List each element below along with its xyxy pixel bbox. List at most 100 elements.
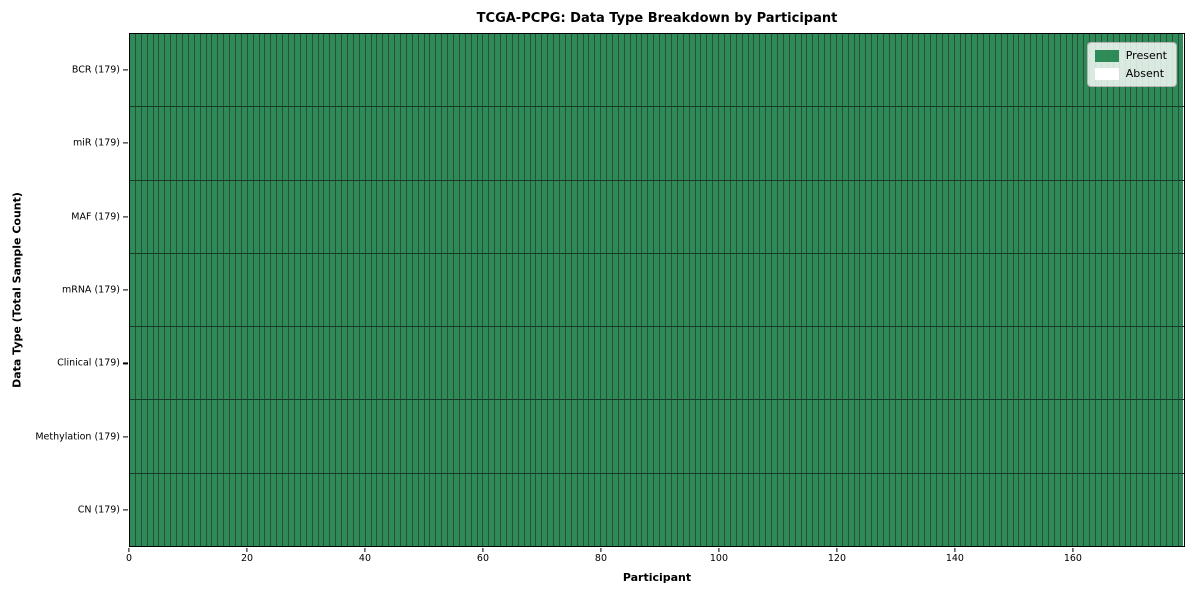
heatmap-cell <box>1149 400 1155 473</box>
heatmap-cell <box>371 473 378 546</box>
heatmap-cell <box>318 327 325 400</box>
y-tick-mark <box>123 289 128 291</box>
heatmap-cell <box>542 327 549 400</box>
heatmap-cell <box>760 34 767 107</box>
heatmap-cell <box>365 400 372 473</box>
heatmap-cell <box>483 253 490 327</box>
heatmap-cell <box>247 253 254 327</box>
heatmap-cell <box>153 253 160 327</box>
heatmap-cell <box>306 327 313 400</box>
heatmap-cell <box>954 473 961 546</box>
heatmap-cell <box>1107 253 1114 327</box>
heatmap-cell <box>141 473 148 546</box>
heatmap-cell <box>259 253 266 327</box>
heatmap-cell <box>324 107 331 180</box>
heatmap-cell <box>642 34 649 107</box>
heatmap-cell <box>141 327 148 400</box>
heatmap-cell <box>636 327 643 400</box>
heatmap-cell <box>913 400 920 473</box>
heatmap-cell <box>518 400 525 473</box>
heatmap-cell <box>1019 34 1026 107</box>
heatmap-cell <box>406 400 413 473</box>
heatmap-cell <box>713 327 720 400</box>
heatmap-cell <box>465 107 472 180</box>
heatmap-cell <box>153 34 160 107</box>
heatmap-cell <box>512 34 519 107</box>
heatmap-cell <box>418 400 425 473</box>
heatmap-cell <box>925 327 932 400</box>
heatmap-cell <box>654 473 661 546</box>
heatmap-cell <box>377 180 384 253</box>
heatmap-cell <box>736 180 743 253</box>
heatmap-cell <box>1149 253 1155 327</box>
heatmap-cell <box>695 400 702 473</box>
heatmap-cell <box>701 400 708 473</box>
heatmap-cell <box>754 400 761 473</box>
x-tick-mark <box>128 548 130 552</box>
heatmap-cell <box>807 180 814 253</box>
heatmap-cell <box>730 180 737 253</box>
heatmap-cell <box>565 473 572 546</box>
heatmap-cell <box>1101 473 1108 546</box>
heatmap-cell <box>212 473 219 546</box>
heatmap-cell <box>171 34 178 107</box>
heatmap-cell <box>259 107 266 180</box>
heatmap-cell <box>518 107 525 180</box>
heatmap-cell <box>872 327 879 400</box>
heatmap-cell <box>624 473 631 546</box>
heatmap-cell <box>212 327 219 400</box>
heatmap-cell <box>1037 34 1044 107</box>
heatmap-row-MAF <box>130 180 1184 254</box>
heatmap-cell <box>377 107 384 180</box>
heatmap-cell <box>1072 253 1079 327</box>
plot-area: Present Absent <box>129 33 1185 547</box>
heatmap-cell <box>654 400 661 473</box>
heatmap-cell <box>1160 107 1167 180</box>
heatmap-cell <box>948 180 955 253</box>
heatmap-cell <box>990 327 996 400</box>
heatmap-cell <box>990 400 996 473</box>
heatmap-cell <box>1072 107 1079 180</box>
heatmap-cell <box>577 180 584 253</box>
heatmap-cell <box>442 180 449 253</box>
heatmap-cell <box>471 253 478 327</box>
heatmap-cell <box>424 327 431 400</box>
x-tick-mark <box>364 548 366 552</box>
heatmap-cell <box>1125 327 1132 400</box>
heatmap-cell <box>825 34 831 107</box>
heatmap-cell <box>383 180 390 253</box>
heatmap-cell <box>236 107 242 180</box>
heatmap-cell <box>1131 473 1138 546</box>
heatmap-cell <box>719 34 725 107</box>
heatmap-cell <box>878 107 884 180</box>
heatmap-cell <box>1007 107 1014 180</box>
heatmap-cell <box>283 327 290 400</box>
heatmap-cell <box>1172 107 1179 180</box>
heatmap-cell <box>666 400 672 473</box>
heatmap-cell <box>1019 327 1026 400</box>
heatmap-cell <box>860 107 867 180</box>
heatmap-cell <box>206 400 213 473</box>
heatmap-cell <box>1149 107 1155 180</box>
heatmap-cell <box>1001 107 1008 180</box>
heatmap-cell <box>1107 107 1114 180</box>
heatmap-cell <box>359 327 366 400</box>
heatmap-cell <box>448 327 454 400</box>
heatmap-cell <box>1096 473 1102 546</box>
heatmap-cell <box>819 180 826 253</box>
heatmap-cell <box>1101 327 1108 400</box>
heatmap-cell <box>766 473 773 546</box>
heatmap-cell <box>1096 400 1102 473</box>
heatmap-cell <box>471 180 478 253</box>
heatmap-cell <box>188 107 195 180</box>
heatmap-cell <box>206 180 213 253</box>
heatmap-cell <box>972 253 979 327</box>
heatmap-cell <box>424 34 431 107</box>
heatmap-cell <box>147 180 154 253</box>
heatmap-cell <box>707 400 714 473</box>
heatmap-cell <box>512 107 519 180</box>
heatmap-cell <box>1125 107 1132 180</box>
heatmap-cell <box>966 327 973 400</box>
heatmap-cell <box>1090 400 1097 473</box>
heatmap-cell <box>1013 253 1020 327</box>
